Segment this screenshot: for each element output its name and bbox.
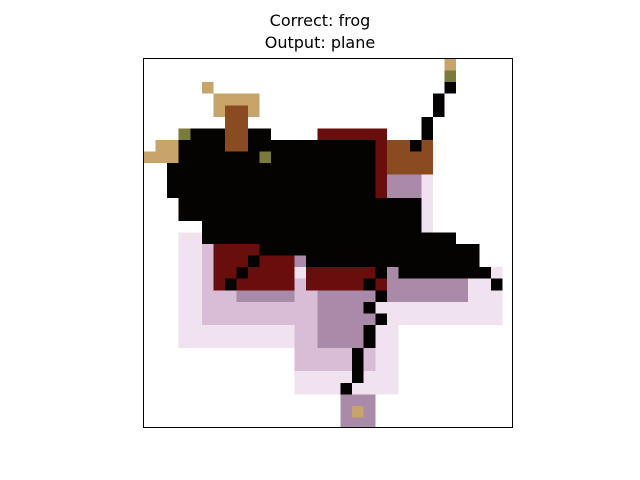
output-label: Output: plane	[264, 33, 376, 52]
pixel-image	[144, 59, 503, 427]
image-axes	[143, 58, 513, 428]
correct-label: Correct: frog	[269, 11, 371, 30]
